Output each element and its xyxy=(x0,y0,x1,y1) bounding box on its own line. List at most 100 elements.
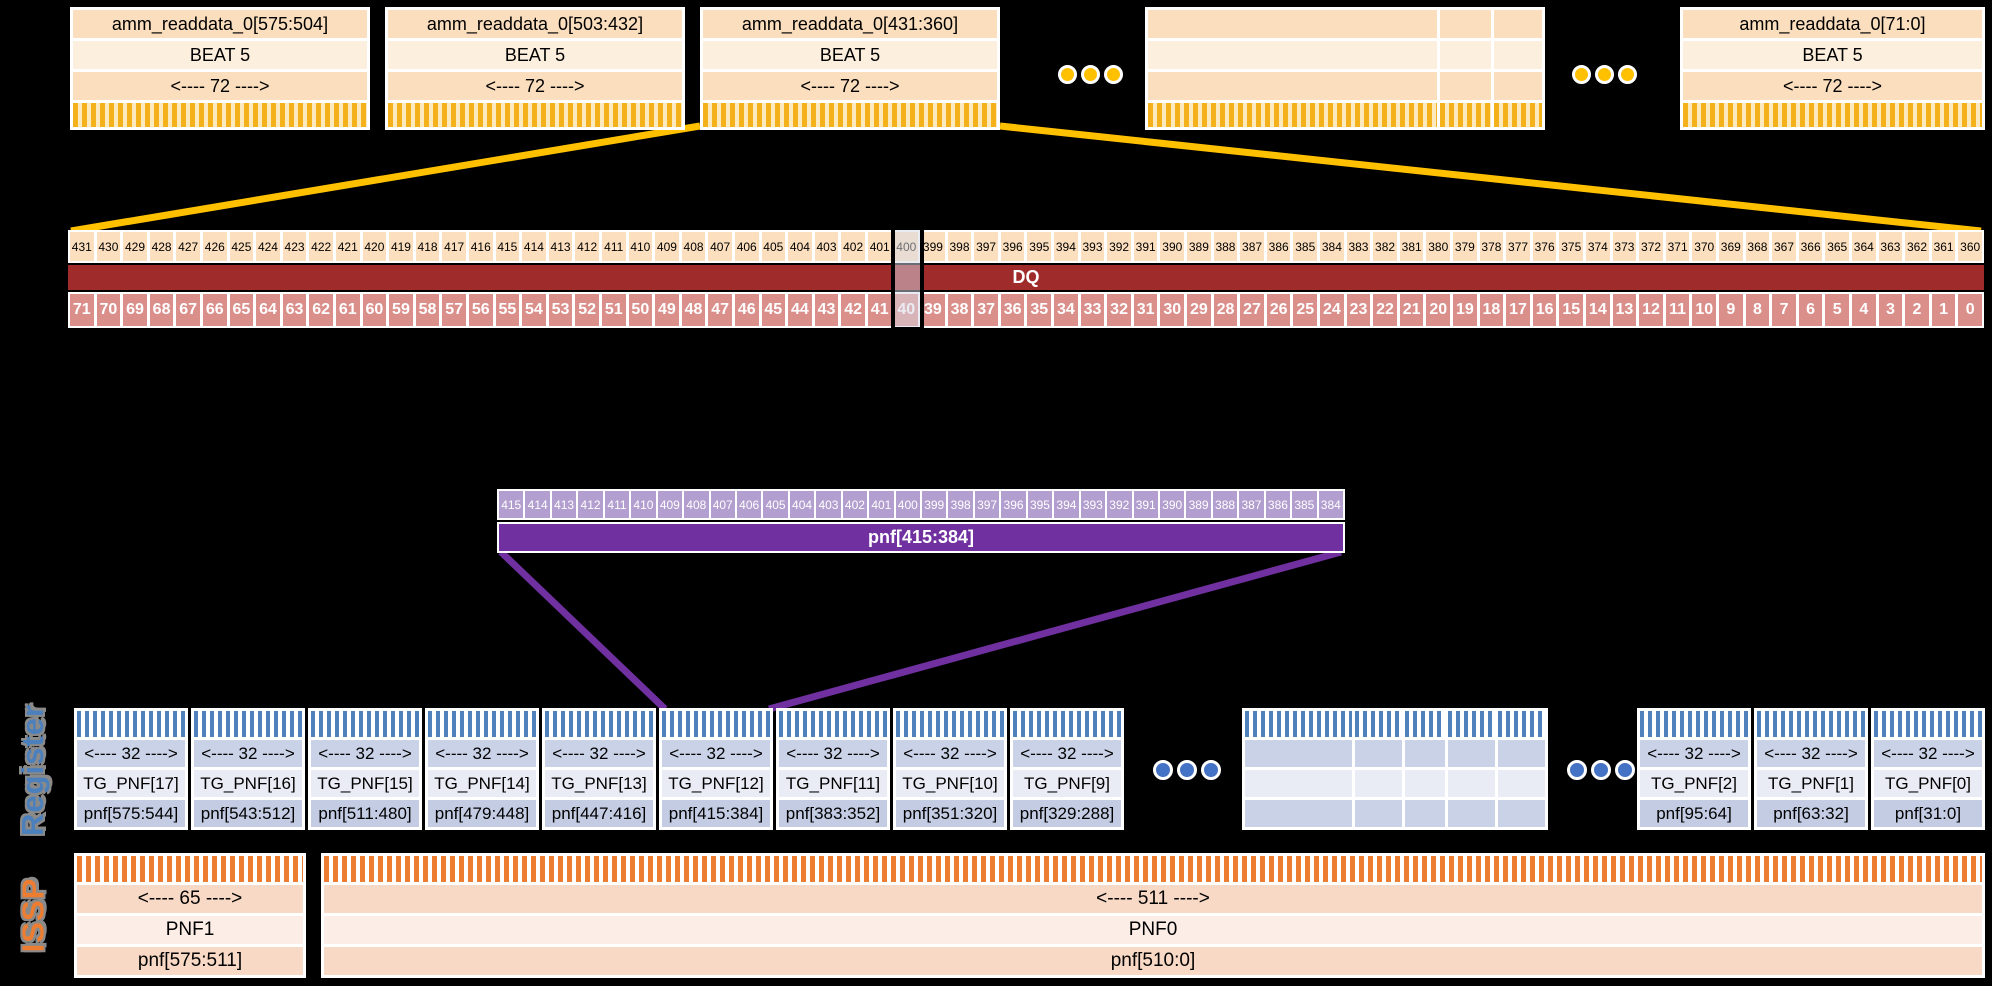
dq-bit-cell-431: 431 xyxy=(70,232,94,261)
dq-bit-cell-416: 416 xyxy=(468,232,493,261)
dq-bit-cell-370: 370 xyxy=(1692,232,1717,261)
empty-cell xyxy=(1498,770,1545,797)
bit-stripes-cell xyxy=(1498,711,1545,737)
dq-bit-cell-423: 423 xyxy=(282,232,307,261)
register-range: pnf[543:512] xyxy=(194,800,302,827)
bit-stripes-cell xyxy=(1354,711,1402,737)
amm-block-width-label: <---- 72 ----> xyxy=(73,72,367,100)
pnf-bit-cell-389: 389 xyxy=(1186,491,1211,518)
dq-bit-cell-412: 412 xyxy=(575,232,599,261)
dq-bit-cell-371: 371 xyxy=(1665,232,1690,261)
empty-cell xyxy=(1498,740,1545,767)
dq-bit-cell-428: 428 xyxy=(149,232,174,261)
register-name: TG_PNF[17] xyxy=(77,770,185,797)
dq-bit-cell-61: 61 xyxy=(335,294,360,326)
dot-icon xyxy=(1081,65,1100,84)
dq-bit-cell-372: 372 xyxy=(1639,232,1663,261)
issp-block-pnf0: <---- 511 ----> PNF0 pnf[510:0] xyxy=(321,853,1985,978)
register-width-label: <---- 32 ----> xyxy=(77,740,185,767)
amm-bit-stripes xyxy=(1683,103,1982,127)
dq-bit-cell-27: 27 xyxy=(1240,294,1264,326)
pnf-label-bar: pnf[415:384] xyxy=(497,522,1345,553)
dot-icon xyxy=(1618,65,1637,84)
pnf-bit-cell-411: 411 xyxy=(604,491,630,518)
dq-bit-cell-69: 69 xyxy=(123,294,147,326)
ellipsis-icon xyxy=(1572,65,1637,84)
dq-bit-cell-55: 55 xyxy=(495,294,520,326)
register-bit-stripes xyxy=(1640,711,1748,737)
dq-bit-cell-404: 404 xyxy=(788,232,812,261)
dq-bit-cell-57: 57 xyxy=(442,294,466,326)
dq-bit-cell-30: 30 xyxy=(1160,294,1185,326)
dq-bit-cell-408: 408 xyxy=(681,232,706,261)
issp-name: PNF0 xyxy=(324,916,1982,944)
dq-bit-cell-12: 12 xyxy=(1639,294,1663,326)
amm-bit-stripes xyxy=(388,103,682,127)
register-name: TG_PNF[2] xyxy=(1640,770,1748,797)
empty-cell xyxy=(1404,800,1446,827)
dq-bit-cell-11: 11 xyxy=(1665,294,1690,326)
register-width-label: <---- 32 ----> xyxy=(1874,740,1982,767)
register-range: pnf[575:544] xyxy=(77,800,185,827)
pnf-bit-cell-413: 413 xyxy=(551,491,577,518)
register-bit-stripes xyxy=(77,711,185,737)
dq-bit-cell-6: 6 xyxy=(1798,294,1823,326)
register-block: <---- 32 ----> TG_PNF[9] pnf[329:288] xyxy=(1010,708,1124,830)
pnf-bit-cell-414: 414 xyxy=(525,491,550,518)
register-block-empty xyxy=(1242,708,1548,830)
dq-bit-cell-396: 396 xyxy=(1000,232,1025,261)
dq-bit-cell-47: 47 xyxy=(708,294,732,326)
dq-bit-cell-32: 32 xyxy=(1107,294,1131,326)
register-block: <---- 32 ----> TG_PNF[0] pnf[31:0] xyxy=(1871,708,1985,830)
dq-bit-cell-409: 409 xyxy=(655,232,679,261)
dq-bit-cell-17: 17 xyxy=(1506,294,1530,326)
dq-bit-cell-418: 418 xyxy=(415,232,440,261)
register-width-label: <---- 32 ----> xyxy=(896,740,1004,767)
dq-bit-cell-22: 22 xyxy=(1373,294,1397,326)
dq-bit-cell-60: 60 xyxy=(362,294,387,326)
register-name: TG_PNF[10] xyxy=(896,770,1004,797)
dq-bit-cell-386: 386 xyxy=(1266,232,1291,261)
dq-bit-cell-426: 426 xyxy=(202,232,227,261)
amm-block-width-label: <---- 72 ----> xyxy=(1683,72,1982,100)
register-range: pnf[95:64] xyxy=(1640,800,1748,827)
register-width-label: <---- 32 ----> xyxy=(1640,740,1748,767)
dq-bit-cell-64: 64 xyxy=(256,294,280,326)
empty-cell xyxy=(1448,770,1495,797)
pnf-bit-cell-412: 412 xyxy=(578,491,603,518)
pnf-bit-cell-390: 390 xyxy=(1159,491,1185,518)
dq-bit-cell-406: 406 xyxy=(734,232,759,261)
dq-bit-cell-419: 419 xyxy=(389,232,413,261)
empty-cell xyxy=(1493,72,1542,100)
register-block: <---- 32 ----> TG_PNF[1] pnf[63:32] xyxy=(1754,708,1868,830)
register-range: pnf[31:0] xyxy=(1874,800,1982,827)
dq-bit-cell-4: 4 xyxy=(1852,294,1876,326)
amm-block-beat-label: BEAT 5 xyxy=(388,41,682,69)
dq-bit-cell-9: 9 xyxy=(1719,294,1743,326)
amm-bit-stripes xyxy=(703,103,997,127)
empty-cell xyxy=(1404,740,1446,767)
dq-bit-cell-8: 8 xyxy=(1745,294,1770,326)
empty-cell xyxy=(1440,72,1491,100)
register-block: <---- 32 ----> TG_PNF[16] pnf[543:512] xyxy=(191,708,305,830)
register-block: <---- 32 ----> TG_PNF[12] pnf[415:384] xyxy=(659,708,773,830)
register-range: pnf[383:352] xyxy=(779,800,887,827)
register-side-label: Register xyxy=(15,703,51,837)
ellipsis-icon xyxy=(1153,760,1221,780)
register-name: TG_PNF[13] xyxy=(545,770,653,797)
dq-bit-cell-379: 379 xyxy=(1453,232,1477,261)
pnf-bit-cell-410: 410 xyxy=(631,491,656,518)
issp-name: PNF1 xyxy=(77,916,303,944)
pnf-bit-cell-392: 392 xyxy=(1107,491,1132,518)
dq-bit-cell-50: 50 xyxy=(628,294,653,326)
empty-cell xyxy=(1354,740,1402,767)
amm-block-beat-label: BEAT 5 xyxy=(703,41,997,69)
dq-bit-cell-14: 14 xyxy=(1586,294,1610,326)
empty-cell xyxy=(1440,10,1491,38)
issp-bit-stripes xyxy=(77,856,303,882)
dq-bit-cell-0: 0 xyxy=(1958,294,1982,326)
dq-bit-cell-65: 65 xyxy=(229,294,254,326)
pnf-bit-cell-404: 404 xyxy=(789,491,815,518)
amm-block-width-label: <---- 72 ----> xyxy=(388,72,682,100)
pnf-bit-cell-395: 395 xyxy=(1027,491,1053,518)
